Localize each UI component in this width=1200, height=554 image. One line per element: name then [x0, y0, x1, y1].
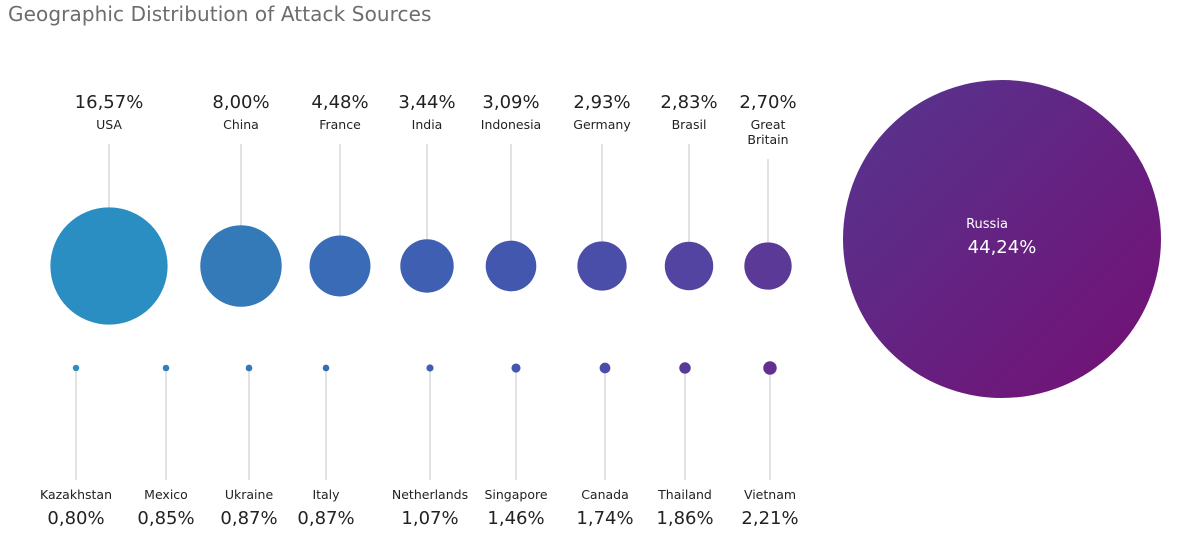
country-label-netherlands: Netherlands [392, 487, 468, 502]
country-label-russia: Russia [966, 217, 1008, 232]
country-label-brasil: Brasil [672, 117, 707, 132]
bubble-china [200, 225, 282, 307]
value-label-germany: 2,93% [573, 92, 630, 113]
value-label-singapore: 1,46% [487, 508, 544, 529]
bubble-indonesia [485, 240, 537, 292]
value-label-kazakhstan: 0,80% [47, 508, 104, 529]
country-label-usa: USA [96, 117, 122, 132]
bubble-canada [599, 362, 611, 374]
bubble-france [309, 235, 371, 297]
bubble-russia [843, 80, 1161, 398]
bubble-italy [322, 364, 330, 372]
value-label-netherlands: 1,07% [401, 508, 458, 529]
country-label-singapore: Singapore [484, 487, 547, 502]
value-label-italy: 0,87% [297, 508, 354, 529]
value-label-indonesia: 3,09% [482, 92, 539, 113]
value-label-usa: 16,57% [75, 92, 144, 113]
value-label-france: 4,48% [311, 92, 368, 113]
country-label-china: China [223, 117, 259, 132]
bubble-singapore [511, 363, 521, 373]
country-label-germany: Germany [573, 117, 631, 132]
value-label-brasil: 2,83% [660, 92, 717, 113]
value-label-russia: 44,24% [968, 237, 1037, 258]
country-label-great-britain: Britain [747, 132, 788, 147]
value-label-thailand: 1,86% [656, 508, 713, 529]
country-label-vietnam: Vietnam [744, 487, 796, 502]
chart-title: Geographic Distribution of Attack Source… [8, 2, 432, 26]
country-label-thailand: Thailand [657, 487, 712, 502]
value-label-mexico: 0,85% [137, 508, 194, 529]
country-label-france: France [319, 117, 361, 132]
bubble-mexico [162, 364, 170, 372]
bubble-vietnam [763, 361, 777, 375]
value-label-ukraine: 0,87% [220, 508, 277, 529]
country-label-great-britain: Great [751, 117, 786, 132]
bubble-ukraine [245, 364, 253, 372]
value-label-vietnam: 2,21% [741, 508, 798, 529]
bubble-netherlands [426, 364, 434, 372]
value-label-india: 3,44% [398, 92, 455, 113]
bubble-great-britain [744, 242, 792, 290]
value-label-china: 8,00% [212, 92, 269, 113]
country-label-mexico: Mexico [144, 487, 188, 502]
bubble-kazakhstan [72, 364, 80, 372]
value-label-canada: 1,74% [576, 508, 633, 529]
country-label-kazakhstan: Kazakhstan [40, 487, 112, 502]
country-label-indonesia: Indonesia [481, 117, 541, 132]
country-label-india: India [412, 117, 443, 132]
country-label-ukraine: Ukraine [225, 487, 274, 502]
bubble-thailand [679, 362, 691, 374]
country-label-canada: Canada [581, 487, 629, 502]
value-label-great-britain: 2,70% [739, 92, 796, 113]
bubble-germany [577, 241, 627, 291]
bubble-brasil [664, 241, 714, 291]
bubble-india [400, 239, 454, 293]
bubble-usa [50, 207, 168, 325]
country-label-italy: Italy [312, 487, 340, 502]
